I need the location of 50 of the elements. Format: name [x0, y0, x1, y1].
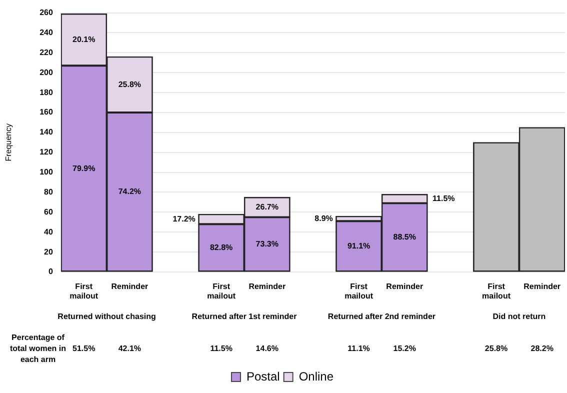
x-tick-label: First mailout — [70, 282, 98, 301]
text: 11.5% — [210, 344, 232, 354]
annotation: 79.9% — [72, 164, 96, 173]
text: Returned after 1st reminder — [192, 312, 297, 322]
y-axis-title: Frequency — [4, 124, 14, 162]
annotation: 74.2% — [118, 187, 142, 196]
legend-label: Postal — [246, 369, 280, 384]
text: 51.5% — [72, 344, 96, 354]
y-tick-label: 180 — [40, 88, 54, 97]
y-tick-label: 220 — [40, 48, 54, 57]
annotation: 26.7% — [256, 202, 278, 212]
x-tick-label: Reminder — [111, 282, 148, 292]
annotation: 25.8% — [118, 80, 142, 89]
y-tick-label: 160 — [40, 108, 54, 117]
text: Returned after 2nd reminder — [328, 312, 436, 322]
y-tick-label: 240 — [40, 28, 54, 37]
text: 42.1% — [118, 344, 142, 354]
y-tick-label: 140 — [40, 128, 54, 137]
x-tick-label: Reminder — [248, 282, 286, 292]
annotation: 88.5% — [393, 232, 416, 242]
text: Returned without chasing — [58, 312, 156, 322]
x-tick-label: First mailout — [207, 282, 236, 301]
y-tick-label: 0 — [48, 267, 54, 276]
text: 15.2% — [393, 344, 416, 354]
annotation: 8.9% — [314, 214, 333, 223]
text: 14.6% — [256, 344, 278, 354]
y-tick-label: 20 — [44, 247, 54, 256]
annotation: 73.3% — [256, 240, 278, 249]
text: 11.1% — [348, 344, 370, 354]
text: Percentage of total women in each arm — [10, 333, 66, 364]
annotation: 17.2% — [172, 214, 196, 224]
annotation: 82.8% — [210, 243, 233, 252]
y-tick-label: 200 — [40, 68, 54, 77]
text: Did not return — [492, 312, 546, 322]
x-tick-label: First mailout — [482, 282, 511, 301]
text: 25.8% — [484, 344, 508, 354]
annotation: 11.5% — [432, 194, 455, 203]
x-tick-label: First mailout — [344, 282, 374, 301]
text: 28.2% — [530, 344, 554, 354]
y-tick-label: 80 — [44, 187, 54, 196]
legend-label: Online — [298, 369, 334, 384]
y-tick-label: 60 — [44, 207, 54, 216]
y-tick-label: 120 — [40, 148, 54, 157]
y-tick-label: 100 — [40, 168, 54, 177]
y-tick-label: 40 — [44, 227, 54, 236]
annotation: 20.1% — [72, 34, 96, 44]
annotation: 91.1% — [347, 242, 370, 251]
x-tick-label: Reminder — [524, 282, 561, 292]
y-tick-label: 260 — [40, 8, 54, 18]
x-tick-label: Reminder — [386, 282, 424, 292]
